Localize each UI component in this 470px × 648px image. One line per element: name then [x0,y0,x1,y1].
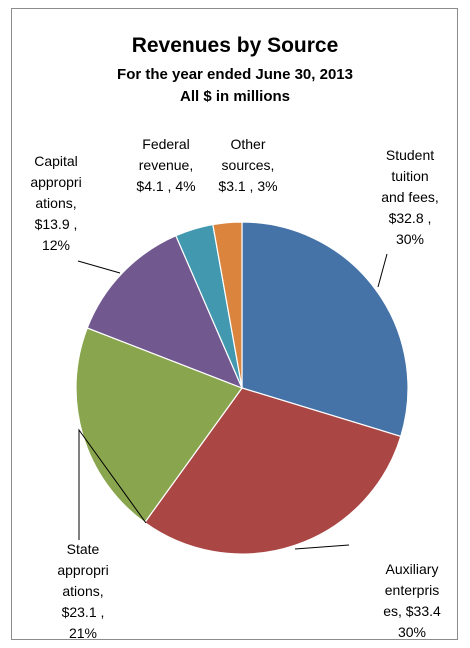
slice-label-line: and fees, [381,189,439,205]
leader-line-4 [77,260,121,274]
slice-label-1: Student tuition and fees, $32.8 , 30% [381,147,439,247]
slice-label-line: $13.9 , [35,216,78,232]
slice-label-line: sources, [222,157,275,173]
slice-label-3: State appropri ations, $23.1 , 21% [57,541,108,641]
slice-label-line: es, $33.4 [383,603,441,619]
slice-label-line: ations, [62,583,103,599]
leader-line-3 [78,428,147,540]
slice-label-line: revenue, [139,157,193,173]
slice-label-line: Federal [142,136,189,152]
slice-label-line: tuition [391,168,428,184]
slice-label-line: ations, [35,195,76,211]
slice-label-line: Capital [34,153,78,169]
slice-label-line: Auxiliary [386,561,439,577]
pie-slice-4 [86,234,244,390]
slice-label-5: Federal revenue, $4.1 , 4% [136,136,195,194]
slice-label-4: Capital appropri ations, $13.9 , 12% [30,153,81,253]
slice-label-line: appropri [30,174,81,190]
slice-label-line: $4.1 , 4% [136,178,195,194]
leader-line-2 [294,544,350,550]
pie-slice-6 [212,221,243,389]
chart-title: Revenues by Source [131,34,339,57]
slice-label-line: enterpris [385,582,439,598]
slice-label-line: $32.8 , [389,210,432,226]
chart-subtitle-units: All $ in millions [179,88,291,105]
slice-label-line: 21% [69,625,97,641]
slice-label-line: appropri [57,562,108,578]
slice-label-line: 30% [396,231,424,247]
leader-line-1 [377,253,388,288]
slice-label-6: Other sources, $3.1 , 3% [218,136,277,194]
slice-label-line: State [67,541,100,557]
chart-subtitle: For the year ended June 30, 2013 [117,66,353,83]
pie-slice-2 [143,387,402,555]
slice-label-line: 12% [42,237,70,253]
slice-label-line: $23.1 , [62,604,105,620]
slice-label-line: Other [230,136,265,152]
slice-label-line: Student [386,147,434,163]
slice-label-2: Auxiliary enterpris es, $33.4 30% [383,561,441,640]
pie-slice-1 [241,221,409,438]
slice-label-line: $3.1 , 3% [218,178,277,194]
slice-label-line: 30% [398,624,426,640]
